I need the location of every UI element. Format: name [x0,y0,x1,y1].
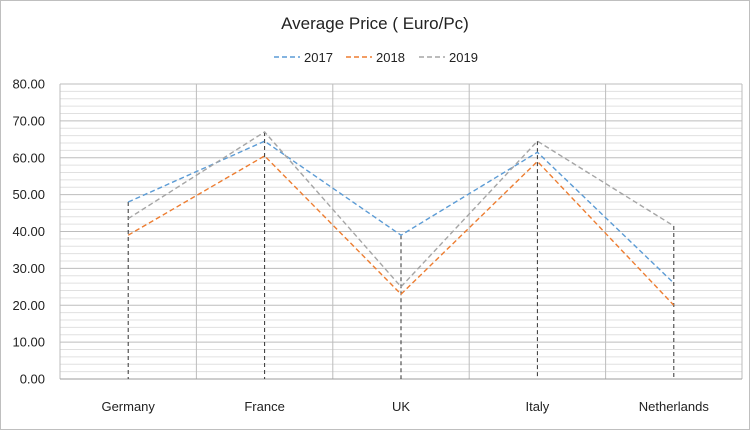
y-tick-label: 80.00 [12,77,45,92]
x-category-label: Netherlands [639,399,710,414]
legend-label-2017: 2017 [304,50,333,65]
y-tick-label: 0.00 [20,372,45,387]
x-category-label: Germany [101,399,155,414]
y-axis: 0.00 10.00 20.00 30.00 40.00 50.00 60.00 70.00 8… [12,77,61,387]
y-tick-label: 70.00 [12,113,45,128]
x-axis: Germany France UK Italy Netherlands [60,378,742,414]
series-line-2019 [127,131,675,288]
legend: 2017 2018 2019 [274,50,478,65]
legend-label-2018: 2018 [376,50,405,65]
series-line-2017 [127,140,675,284]
y-tick-label: 50.00 [12,187,45,202]
y-tick-label: 20.00 [12,298,45,313]
y-tick-label: 10.00 [12,335,45,350]
legend-label-2019: 2019 [449,50,478,65]
y-tick-label: 40.00 [12,224,45,239]
series-lines [127,131,675,379]
chart-title: Average Price ( Euro/Pc) [281,14,469,33]
x-category-label: France [244,399,284,414]
x-category-label: Italy [525,399,549,414]
x-category-label: UK [392,399,410,414]
y-tick-label: 60.00 [12,150,45,165]
series-line-2018 [127,155,675,306]
y-tick-label: 30.00 [12,261,45,276]
